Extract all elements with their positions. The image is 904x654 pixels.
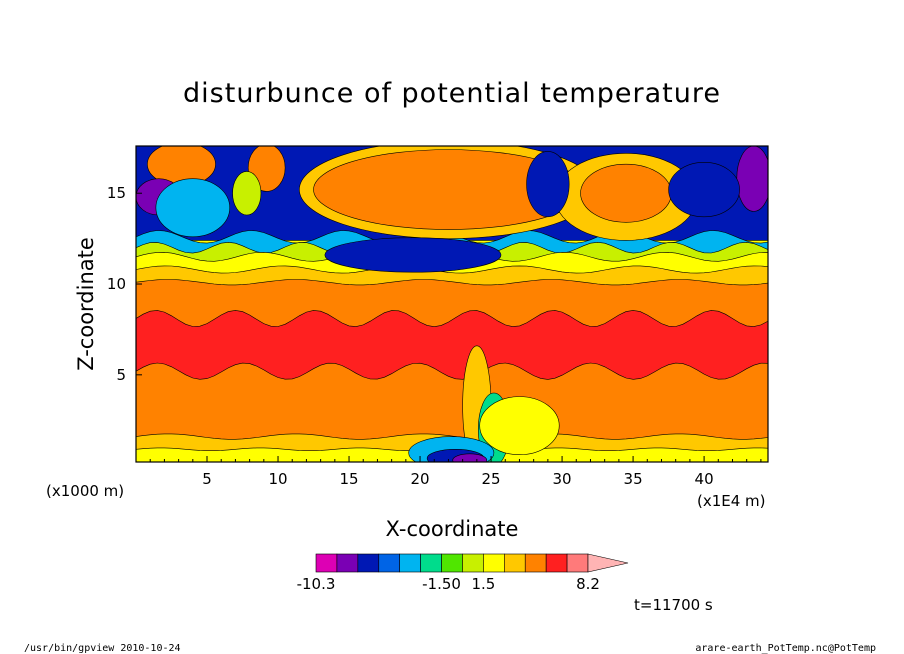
x-scale-label: (x1E4 m) xyxy=(697,492,766,510)
y-axis: 5 10 15 xyxy=(107,184,142,384)
colorbar-segment xyxy=(462,553,484,573)
contour-blob xyxy=(736,146,768,212)
x-unit-label: (x1000 m) xyxy=(46,482,124,500)
colorbar-segment xyxy=(524,553,547,573)
colorbar-labels: -10.3 -1.50 1.5 8.2 xyxy=(297,575,600,593)
colorbar-segment xyxy=(420,553,442,573)
contour-blob xyxy=(479,396,560,456)
contour-blob xyxy=(232,171,262,216)
x-tick-label: 30 xyxy=(553,470,572,488)
contour-blob xyxy=(668,162,740,218)
colorbar-label: -1.50 xyxy=(422,575,461,593)
colorbar-segment xyxy=(357,553,380,573)
x-tick-label: 35 xyxy=(624,470,643,488)
colorbar-segment xyxy=(566,553,589,573)
colorbar-segment xyxy=(504,553,526,573)
colorbar-segment xyxy=(378,553,400,573)
contour-fields xyxy=(136,146,768,462)
colorbar-label: 8.2 xyxy=(576,575,600,593)
x-axis-label: X-coordinate xyxy=(386,517,519,541)
contour-blob xyxy=(155,178,231,238)
plot-area xyxy=(135,145,769,463)
colorbar-segment xyxy=(441,553,463,573)
y-tick-label: 5 xyxy=(116,366,126,384)
colorbar-segment xyxy=(315,553,338,573)
contour-blob xyxy=(452,453,488,462)
time-label: t=11700 s xyxy=(634,596,713,614)
colorbar-label: -10.3 xyxy=(297,575,336,593)
x-tick-label: 40 xyxy=(695,470,714,488)
colorbar-segment xyxy=(545,553,568,573)
footer-right: arare-earth_PotTemp.nc@PotTemp xyxy=(695,643,876,654)
y-tick-label: 15 xyxy=(107,184,126,202)
colorbar-segment xyxy=(483,553,505,573)
colorbar-segment xyxy=(399,553,421,573)
x-tick-label: 5 xyxy=(202,470,212,488)
colorbar xyxy=(315,553,629,573)
x-tick-label: 10 xyxy=(268,470,287,488)
x-tick-label: 25 xyxy=(482,470,501,488)
x-tick-label: 15 xyxy=(339,470,358,488)
footer-left: /usr/bin/gpview 2010-10-24 xyxy=(24,643,181,654)
contour-blob xyxy=(526,151,570,218)
colorbar-max-arrow xyxy=(587,553,629,573)
colorbar-label: 1.5 xyxy=(471,575,495,593)
y-tick-label: 10 xyxy=(107,275,126,293)
contour-blob xyxy=(324,237,502,273)
x-tick-label: 20 xyxy=(410,470,429,488)
y-axis-label: Z-coordinate xyxy=(74,237,98,371)
x-axis: 5 10 15 20 25 30 35 40 xyxy=(149,456,762,488)
contour-blob xyxy=(580,163,672,223)
colorbar-segment xyxy=(336,553,359,573)
plot-frame xyxy=(135,145,769,463)
chart-title: disturbunce of potential temperature xyxy=(183,78,721,109)
